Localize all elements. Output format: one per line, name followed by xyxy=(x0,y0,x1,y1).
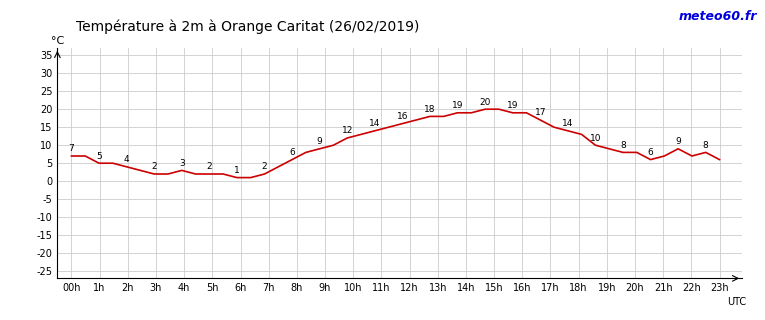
Text: 10: 10 xyxy=(590,134,601,143)
Text: 1: 1 xyxy=(234,166,239,175)
Text: 4: 4 xyxy=(124,155,129,164)
Text: 2: 2 xyxy=(151,163,157,172)
Text: 5: 5 xyxy=(96,152,102,161)
Text: 7: 7 xyxy=(69,144,74,154)
Text: 18: 18 xyxy=(425,105,436,114)
Text: 3: 3 xyxy=(179,159,184,168)
Text: 8: 8 xyxy=(703,141,708,150)
Text: 16: 16 xyxy=(396,112,409,121)
Text: 12: 12 xyxy=(341,126,353,135)
Text: 9: 9 xyxy=(675,137,681,146)
Text: 6: 6 xyxy=(289,148,295,157)
Text: 14: 14 xyxy=(369,119,380,128)
Text: 6: 6 xyxy=(648,148,653,157)
Text: 14: 14 xyxy=(562,119,574,128)
Text: °C: °C xyxy=(50,36,64,46)
Text: 20: 20 xyxy=(480,98,491,107)
Text: UTC: UTC xyxy=(727,297,746,307)
Text: 2: 2 xyxy=(262,163,267,172)
Text: 19: 19 xyxy=(452,101,464,110)
Text: 8: 8 xyxy=(620,141,626,150)
Text: 19: 19 xyxy=(507,101,519,110)
Text: 9: 9 xyxy=(317,137,323,146)
Text: 2: 2 xyxy=(207,163,212,172)
Text: Température à 2m à Orange Caritat (26/02/2019): Température à 2m à Orange Caritat (26/02… xyxy=(76,19,420,34)
Text: 17: 17 xyxy=(535,108,546,117)
Text: meteo60.fr: meteo60.fr xyxy=(679,10,757,23)
